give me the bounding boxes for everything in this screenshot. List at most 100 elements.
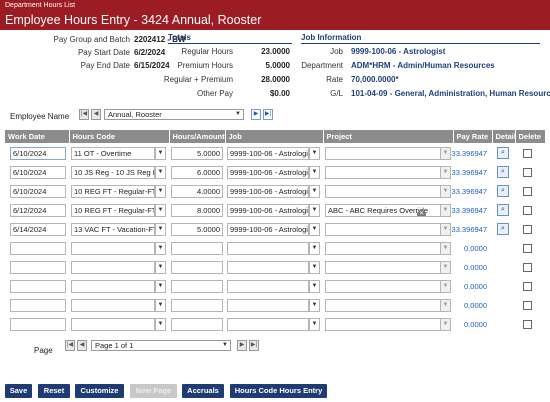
job-select[interactable]: [227, 280, 309, 293]
delete-checkbox[interactable]: [523, 149, 532, 158]
hours-code-select[interactable]: 13 VAC FT - Vacation-FT: [71, 223, 155, 236]
hours-amount-input[interactable]: [171, 242, 223, 255]
page-select[interactable]: Page 1 of 1 ▼: [91, 340, 231, 351]
project-select[interactable]: [325, 299, 441, 312]
hours-code-select[interactable]: 10 REG FT - Regular-FT: [71, 204, 155, 217]
prev-page-icon[interactable]: ◀: [77, 340, 87, 351]
delete-checkbox[interactable]: [523, 301, 532, 310]
delete-checkbox[interactable]: [523, 187, 532, 196]
project-select[interactable]: ABC - ABC Requires Override ✕: [325, 204, 441, 217]
first-page-icon[interactable]: |◀: [65, 340, 75, 351]
hours-code-select[interactable]: [71, 299, 155, 312]
hours-code-select[interactable]: 10 JS Reg - 10 JS Reg Hours: [71, 166, 155, 179]
hours-amount-input[interactable]: [171, 280, 223, 293]
work-date-input[interactable]: [10, 299, 66, 312]
chevron-down-icon[interactable]: ▼: [155, 280, 166, 293]
project-select[interactable]: [325, 261, 441, 274]
delete-checkbox[interactable]: [523, 225, 532, 234]
last-page-icon[interactable]: ▶|: [249, 340, 259, 351]
chevron-down-icon[interactable]: ▼: [309, 185, 320, 198]
chevron-down-icon[interactable]: ▼: [155, 204, 166, 217]
prev-employee-icon[interactable]: ◀: [91, 109, 101, 120]
project-select[interactable]: [325, 223, 441, 236]
project-select[interactable]: [325, 166, 441, 179]
chevron-down-icon[interactable]: ▼: [440, 223, 451, 236]
chevron-down-icon[interactable]: ▼: [309, 318, 320, 331]
pay-rate-link[interactable]: 33.396947: [451, 149, 487, 158]
job-select[interactable]: 9999-100-06 - Astrologist: [227, 166, 309, 179]
chevron-down-icon[interactable]: ▼: [155, 318, 166, 331]
clear-icon[interactable]: ✕: [417, 210, 426, 217]
breadcrumb[interactable]: Department Hours List: [5, 2, 76, 9]
pay-rate-link[interactable]: 33.396947: [451, 187, 487, 196]
delete-checkbox[interactable]: [523, 282, 532, 291]
hours-amount-input[interactable]: 5.0000: [171, 147, 223, 160]
magnifier-icon[interactable]: ⌕: [497, 185, 509, 197]
job-select[interactable]: 9999-100-06 - Astrologist: [227, 185, 309, 198]
chevron-down-icon[interactable]: ▼: [155, 261, 166, 274]
next-employee-icon[interactable]: ▶: [251, 109, 261, 120]
hours-amount-input[interactable]: 6.0000: [171, 166, 223, 179]
pay-rate-link[interactable]: 0.0000: [464, 301, 487, 310]
magnifier-icon[interactable]: ⌕: [497, 147, 509, 159]
hours-amount-input[interactable]: 4.0000: [171, 185, 223, 198]
work-date-input[interactable]: [10, 318, 66, 331]
project-select[interactable]: [325, 147, 441, 160]
chevron-down-icon[interactable]: ▼: [440, 185, 451, 198]
job-select[interactable]: 9999-100-06 - Astrologist: [227, 204, 309, 217]
chevron-down-icon[interactable]: ▼: [155, 147, 166, 160]
chevron-down-icon[interactable]: ▼: [440, 147, 451, 160]
pay-rate-link[interactable]: 0.0000: [464, 282, 487, 291]
first-employee-icon[interactable]: |◀: [79, 109, 89, 120]
chevron-down-icon[interactable]: ▼: [309, 204, 320, 217]
hours-code-select[interactable]: [71, 280, 155, 293]
hours-code-hours-entry-button[interactable]: Hours Code Hours Entry: [230, 384, 327, 398]
employee-select[interactable]: Annual, Rooster ▼: [104, 109, 244, 120]
hours-amount-input[interactable]: 8.0000: [171, 204, 223, 217]
delete-checkbox[interactable]: [523, 263, 532, 272]
chevron-down-icon[interactable]: ▼: [309, 299, 320, 312]
accruals-button[interactable]: Accruals: [182, 384, 224, 398]
chevron-down-icon[interactable]: ▼: [440, 204, 451, 217]
magnifier-icon[interactable]: ⌕: [497, 204, 509, 216]
project-select[interactable]: [325, 280, 441, 293]
pay-rate-link[interactable]: 33.396947: [451, 168, 487, 177]
project-select[interactable]: [325, 318, 441, 331]
magnifier-icon[interactable]: ⌕: [497, 166, 509, 178]
last-employee-icon[interactable]: ▶|: [263, 109, 273, 120]
chevron-down-icon[interactable]: ▼: [155, 242, 166, 255]
chevron-down-icon[interactable]: ▼: [309, 280, 320, 293]
customize-button[interactable]: Customize: [75, 384, 124, 398]
chevron-down-icon[interactable]: ▼: [440, 261, 451, 274]
chevron-down-icon[interactable]: ▼: [155, 299, 166, 312]
pay-rate-link[interactable]: 0.0000: [464, 244, 487, 253]
chevron-down-icon[interactable]: ▼: [155, 185, 166, 198]
work-date-input[interactable]: 6/12/2024: [10, 204, 66, 217]
pay-rate-link[interactable]: 0.0000: [464, 263, 487, 272]
work-date-input[interactable]: 6/10/2024: [10, 147, 66, 160]
hours-code-select[interactable]: [71, 242, 155, 255]
chevron-down-icon[interactable]: ▼: [309, 223, 320, 236]
pay-rate-link[interactable]: 33.396947: [451, 206, 487, 215]
new-page-button[interactable]: New Page: [130, 384, 177, 398]
chevron-down-icon[interactable]: ▼: [440, 242, 451, 255]
work-date-input[interactable]: [10, 280, 66, 293]
hours-amount-input[interactable]: [171, 318, 223, 331]
work-date-input[interactable]: [10, 242, 66, 255]
project-select[interactable]: [325, 185, 441, 198]
chevron-down-icon[interactable]: ▼: [440, 166, 451, 179]
work-date-input[interactable]: [10, 261, 66, 274]
delete-checkbox[interactable]: [523, 168, 532, 177]
pay-rate-link[interactable]: 33.396947: [451, 225, 487, 234]
hours-code-select[interactable]: 11 OT - Overtime: [71, 147, 155, 160]
hours-amount-input[interactable]: [171, 299, 223, 312]
delete-checkbox[interactable]: [523, 206, 532, 215]
hours-amount-input[interactable]: [171, 261, 223, 274]
job-select[interactable]: 9999-100-06 - Astrologist: [227, 223, 309, 236]
work-date-input[interactable]: 6/10/2024: [10, 166, 66, 179]
chevron-down-icon[interactable]: ▼: [309, 242, 320, 255]
delete-checkbox[interactable]: [523, 244, 532, 253]
job-select[interactable]: [227, 299, 309, 312]
hours-code-select[interactable]: [71, 261, 155, 274]
work-date-input[interactable]: 6/14/2024: [10, 223, 66, 236]
